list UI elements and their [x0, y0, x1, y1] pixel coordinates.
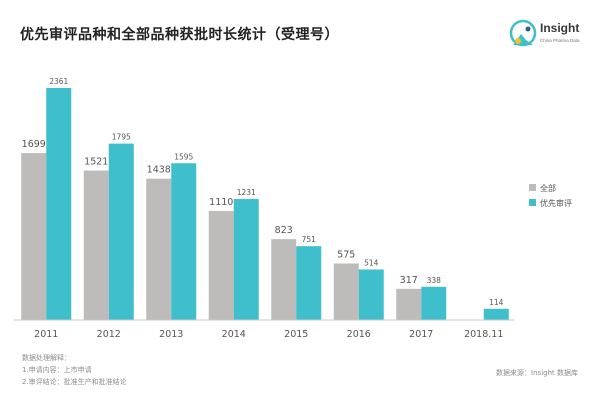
data-label-priority-2016: 514: [364, 258, 379, 267]
bar-priority-2014: [233, 199, 259, 320]
legend-label-all: 全部: [540, 183, 556, 193]
legend-label-priority: 优先审评: [540, 198, 572, 208]
bar-priority-2011: [46, 88, 72, 320]
logo-subtitle: China Pharma Data: [540, 38, 580, 43]
x-tick-label-2018.11: 2018.11: [464, 329, 503, 340]
bar-priority-2016: [358, 269, 384, 320]
notes-line-1: 1.申请内容：上市申请: [22, 366, 92, 374]
data-label-all-2014: 1110: [209, 197, 233, 208]
notes-line-2: 2.审评结论：批准生产和批准结论: [22, 378, 127, 386]
bar-priority-2015: [296, 246, 322, 320]
data-notes: 数据处理解释： 1.申请内容：上市申请 2.审评结论：批准生产和批准结论: [22, 352, 127, 388]
x-tick-label-2016: 2016: [347, 329, 371, 340]
x-tick-label-2017: 2017: [409, 329, 433, 340]
insight-logo: Insight China Pharma Data: [509, 19, 599, 53]
x-tick-label-2015: 2015: [284, 329, 308, 340]
data-source: 数据来源：Insight 数据库: [496, 369, 578, 377]
bar-all-2016: [333, 263, 359, 320]
data-label-all-2012: 1521: [84, 157, 108, 168]
bar-priority-2018.11: [483, 308, 509, 320]
insight-logo-icon: [509, 19, 537, 47]
data-label-all-2016: 575: [337, 249, 355, 260]
data-label-priority-2014: 1231: [237, 188, 256, 197]
bar-priority-2017: [421, 286, 447, 320]
bar-all-2011: [21, 153, 47, 320]
data-label-priority-2015: 751: [302, 235, 317, 244]
x-tick-label-2014: 2014: [222, 329, 246, 340]
legend-swatch-all: [529, 184, 536, 191]
notes-header: 数据处理解释：: [22, 354, 71, 362]
data-label-priority-2018.11: 114: [489, 298, 504, 307]
bar-all-2013: [146, 178, 172, 320]
logo-name: Insight: [540, 21, 580, 35]
x-tick-label-2011: 2011: [34, 329, 58, 340]
data-label-all-2013: 1438: [147, 165, 171, 176]
bar-all-2012: [83, 170, 109, 320]
chart-title: 优先审评品种和全部品种获批时长统计（受理号）: [20, 27, 339, 43]
bar-priority-2012: [108, 143, 134, 320]
bar-all-2014: [208, 210, 234, 320]
bar-priority-2013: [171, 163, 197, 320]
data-label-priority-2017: 338: [427, 276, 442, 285]
x-tick-label-2013: 2013: [159, 329, 183, 340]
data-label-all-2017: 317: [400, 275, 418, 286]
legend-swatch-priority: [529, 199, 536, 206]
x-tick-label-2012: 2012: [97, 329, 121, 340]
data-label-all-2011: 1699: [22, 139, 46, 150]
data-label-priority-2011: 2361: [49, 77, 68, 86]
bar-all-2017: [396, 288, 422, 320]
bar-all-2015: [271, 239, 297, 320]
data-label-priority-2012: 1795: [112, 133, 131, 142]
data-label-priority-2013: 1595: [174, 152, 193, 161]
data-label-all-2015: 823: [275, 225, 293, 236]
